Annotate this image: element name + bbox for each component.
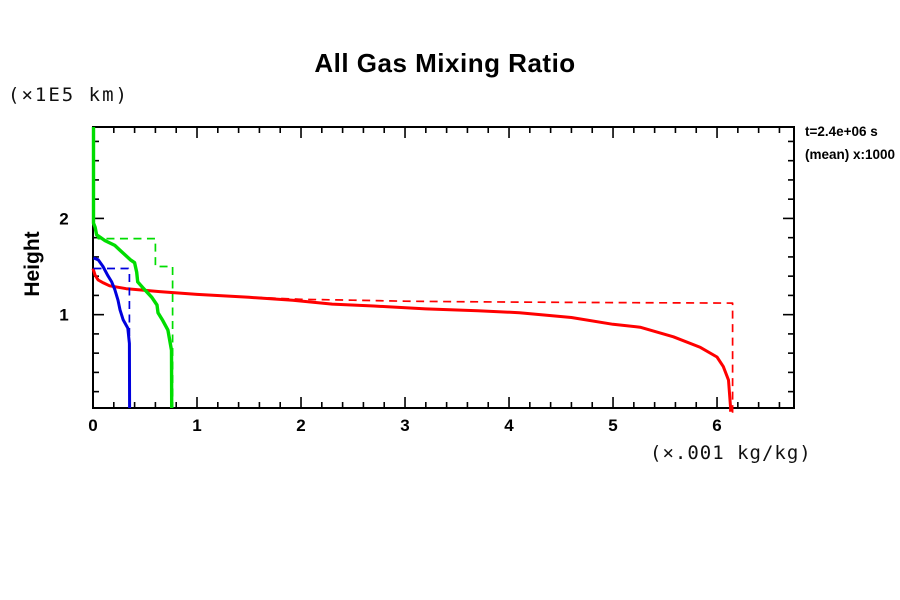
y-axis-unit-label: (×1E5 km) — [8, 84, 129, 106]
chart-title: All Gas Mixing Ratio — [314, 48, 576, 78]
axis-box — [92, 126, 795, 409]
series-green-solid — [91, 127, 174, 409]
series-blue-dashed — [93, 267, 131, 408]
x-tick-label: 1 — [192, 416, 201, 435]
x-tick-label: 5 — [608, 416, 617, 435]
y-tick-label: 2 — [59, 209, 68, 228]
annotation-mean-scale: (mean) x:1000 — [805, 147, 896, 162]
y-tick-label: 1 — [59, 306, 68, 325]
x-axis-unit-label: (×.001 kg/kg) — [650, 442, 812, 464]
series-red-dashed — [254, 296, 734, 413]
annotation-time: t=2.4e+06 s — [805, 124, 878, 139]
x-tick-label: 0 — [88, 416, 97, 435]
series-blue-solid — [92, 256, 132, 409]
x-tick-label: 4 — [504, 416, 514, 435]
x-tick-label: 3 — [400, 416, 409, 435]
annotation-block: t=2.4e+06 s (mean) x:1000 — [805, 120, 900, 166]
x-tick-label: 2 — [296, 416, 305, 435]
x-tick-label: 6 — [712, 416, 721, 435]
series-red-solid — [91, 268, 733, 412]
series-green-dashed — [95, 233, 174, 408]
